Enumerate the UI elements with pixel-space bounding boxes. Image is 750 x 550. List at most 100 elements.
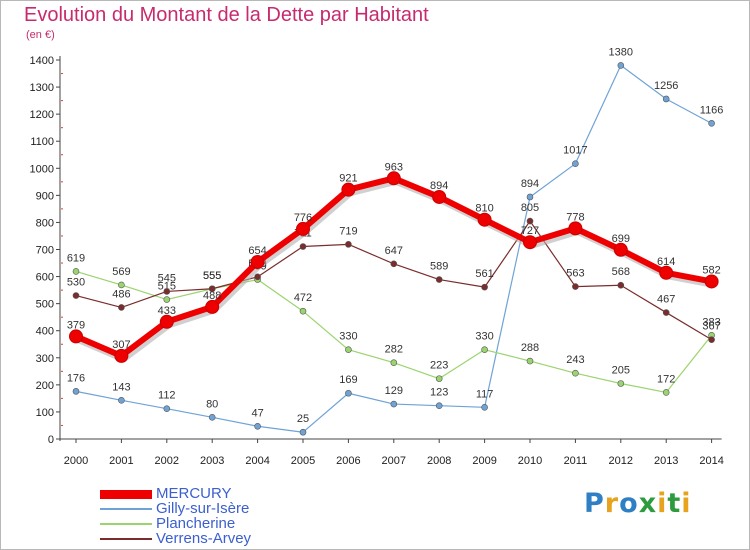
data-label: 1017 [563, 145, 587, 157]
data-point [617, 380, 625, 387]
data-label: 25 [297, 413, 309, 425]
y-tick-label: 300 [36, 353, 54, 365]
data-point [617, 281, 625, 289]
data-label: 117 [476, 388, 494, 400]
data-label: 330 [339, 331, 357, 343]
data-label: 47 [251, 407, 263, 419]
data-label: 555 [203, 270, 221, 282]
data-point [386, 171, 401, 186]
y-tick-label: 1100 [30, 136, 54, 148]
data-point [662, 389, 670, 396]
data-point [526, 193, 534, 201]
logo-letter: P [584, 488, 605, 519]
data-point [572, 160, 579, 167]
data-label: 776 [294, 212, 312, 224]
data-label: 112 [158, 390, 176, 402]
y-tick-label: 1200 [30, 109, 54, 121]
x-tick-label: 2007 [382, 455, 406, 467]
data-point [435, 402, 443, 410]
data-label: 80 [206, 398, 218, 410]
data-label: 614 [657, 256, 675, 268]
x-tick-label: 2003 [200, 455, 224, 467]
data-point [299, 307, 307, 315]
data-label: 472 [294, 292, 312, 304]
data-point [114, 348, 129, 363]
data-point [72, 388, 80, 395]
data-label: 654 [248, 245, 266, 257]
y-tick-label: 500 [36, 299, 54, 311]
data-label: 176 [67, 372, 85, 384]
logo-letter: o [619, 488, 639, 519]
data-point [390, 260, 398, 268]
data-point [526, 217, 534, 225]
x-tick-label: 2013 [654, 455, 678, 467]
x-tick-label: 2008 [427, 455, 451, 467]
unit-label: (en €) [26, 29, 55, 41]
data-label: 383 [702, 316, 720, 328]
y-tick-label: 700 [36, 245, 54, 257]
data-label: 486 [112, 288, 130, 300]
x-tick-label: 2010 [518, 455, 542, 467]
x-tick-label: 2006 [336, 455, 360, 467]
data-label: 433 [158, 305, 176, 317]
x-tick-label: 2012 [609, 455, 633, 467]
data-label: 129 [385, 385, 403, 397]
data-label: 589 [430, 261, 448, 273]
data-label: 563 [566, 268, 584, 280]
y-tick-label: 800 [36, 217, 54, 229]
x-tick-label: 2009 [472, 455, 496, 467]
data-point [299, 243, 307, 250]
data-label: 569 [112, 266, 130, 278]
data-label: 582 [702, 264, 720, 276]
x-tick-label: 2001 [109, 455, 133, 467]
data-point [481, 283, 488, 291]
x-tick-label: 2014 [699, 455, 723, 467]
chart-title: Evolution du Montant de la Dette par Hab… [24, 4, 429, 26]
y-tick-label: 900 [36, 190, 54, 202]
data-point [345, 389, 352, 397]
logo-letter: x [638, 488, 658, 519]
data-label: 921 [339, 173, 357, 185]
data-point [296, 221, 310, 236]
data-point [432, 189, 447, 204]
legend-swatch [100, 508, 152, 510]
data-label: 530 [67, 277, 85, 289]
x-tick-label: 2004 [245, 455, 269, 467]
data-label: 515 [158, 281, 176, 293]
logo-letter: i [657, 488, 668, 519]
data-point [163, 288, 171, 295]
data-point [205, 299, 220, 314]
logo-letter: t [667, 488, 682, 519]
data-point [708, 120, 715, 127]
data-label: 205 [612, 365, 630, 377]
data-point [572, 369, 579, 377]
data-point [613, 242, 628, 257]
data-point [118, 281, 125, 289]
data-label: 619 [67, 252, 85, 264]
data-label: 367 [702, 321, 720, 333]
data-point [390, 359, 398, 366]
logo-letter: i [681, 488, 692, 519]
data-point [481, 404, 488, 411]
data-label: 1166 [700, 104, 724, 116]
data-label: 123 [430, 387, 448, 399]
data-point [118, 396, 125, 404]
data-point [704, 274, 719, 289]
data-point [250, 254, 265, 269]
data-point [481, 346, 488, 353]
y-tick-label: 1000 [30, 163, 54, 175]
y-tick-label: 600 [36, 272, 54, 284]
x-tick-label: 2011 [564, 455, 588, 467]
legend-swatch [100, 538, 152, 540]
data-label: 169 [339, 374, 357, 386]
data-label: 1256 [654, 80, 678, 92]
data-label: 545 [158, 272, 176, 284]
legend-label: MERCURY [156, 485, 232, 502]
data-point [254, 422, 261, 430]
data-label: 647 [385, 245, 403, 257]
data-point [72, 268, 80, 275]
data-label: 699 [612, 233, 630, 245]
data-label: 778 [566, 211, 584, 223]
